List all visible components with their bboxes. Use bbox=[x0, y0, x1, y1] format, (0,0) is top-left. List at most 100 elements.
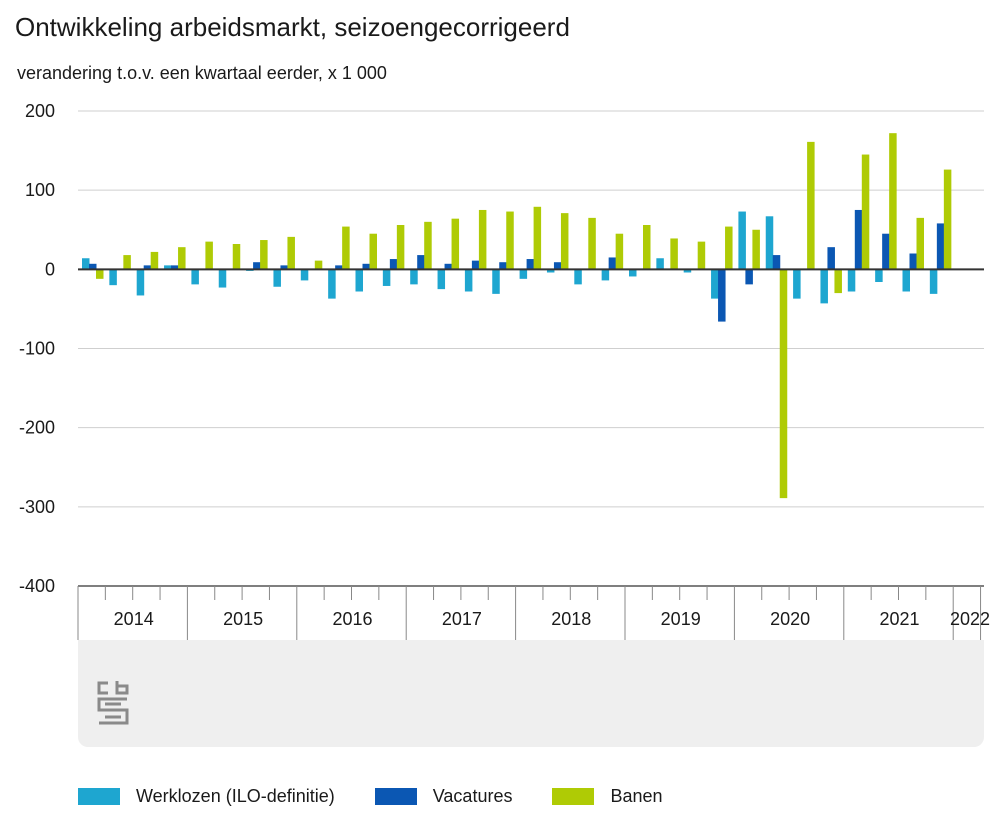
bar-banen bbox=[506, 211, 514, 270]
bar-vacatures bbox=[280, 265, 288, 270]
legend-item-banen: Banen bbox=[552, 786, 663, 807]
legend: Werklozen (ILO-definitie) Vacatures Bane… bbox=[78, 786, 703, 807]
bar-banen bbox=[752, 229, 760, 270]
bar-werklozen bbox=[382, 269, 391, 286]
y-tick-label: -300 bbox=[19, 497, 55, 517]
bar-banen bbox=[424, 221, 432, 270]
bar-banen bbox=[916, 217, 924, 270]
bar-vacatures bbox=[471, 260, 480, 270]
bar-banen bbox=[96, 269, 104, 279]
bar-werklozen bbox=[410, 269, 418, 285]
bar-vacatures bbox=[718, 269, 726, 322]
legend-swatch bbox=[78, 788, 120, 805]
x-tick-label: 2017 bbox=[442, 609, 482, 629]
bar-banen bbox=[643, 225, 651, 270]
bar-werklozen bbox=[875, 269, 883, 282]
bar-banen bbox=[943, 169, 952, 270]
bar-werklozen bbox=[437, 269, 446, 290]
bar-banen bbox=[478, 209, 487, 270]
chart-subtitle: verandering t.o.v. een kwartaal eerder, … bbox=[17, 63, 387, 83]
y-tick-label: 100 bbox=[25, 180, 55, 200]
bar-vacatures bbox=[444, 263, 453, 270]
bar-banen bbox=[178, 247, 186, 270]
bar-banen bbox=[396, 225, 405, 270]
legend-label: Vacatures bbox=[432, 786, 513, 806]
bar-werklozen bbox=[136, 269, 145, 296]
x-tick-label: 2019 bbox=[661, 609, 701, 629]
y-tick-label: 0 bbox=[45, 259, 55, 279]
bar-banen bbox=[560, 213, 569, 270]
bar-banen bbox=[205, 241, 213, 270]
cbs-logo-icon bbox=[96, 680, 130, 733]
bar-vacatures bbox=[854, 209, 863, 270]
bar-banen bbox=[232, 244, 241, 270]
bar-vacatures bbox=[389, 259, 398, 270]
bar-vacatures bbox=[882, 233, 890, 270]
x-tick-label: 2022 bbox=[950, 609, 990, 629]
bar-werklozen bbox=[546, 269, 555, 273]
y-tick-label: 200 bbox=[25, 101, 55, 121]
bar-werklozen bbox=[164, 265, 172, 270]
bar-werklozen bbox=[574, 269, 582, 285]
y-axis-ticks: 200 100 0 -100 -200 -300 -400 bbox=[19, 101, 55, 596]
legend-label: Banen bbox=[610, 786, 663, 806]
bar-werklozen bbox=[464, 269, 473, 292]
bar-chart: 200 100 0 -100 -200 -300 -400 2014 2015 2016 2017… bbox=[19, 101, 990, 640]
bar-banen bbox=[779, 269, 788, 499]
bar-werklozen bbox=[765, 216, 774, 270]
bar-banen bbox=[150, 251, 159, 270]
bar-banen bbox=[588, 217, 596, 270]
x-tick-label: 2021 bbox=[879, 609, 919, 629]
bar-vacatures bbox=[362, 263, 370, 270]
bar-werklozen bbox=[629, 269, 637, 277]
bar-werklozen bbox=[711, 269, 719, 299]
bar-vacatures bbox=[608, 257, 617, 270]
bar-banen bbox=[369, 233, 377, 270]
x-tick-label: 2016 bbox=[332, 609, 372, 629]
bar-werklozen bbox=[793, 269, 801, 299]
bar-banen bbox=[533, 206, 542, 270]
bar-banen bbox=[287, 236, 295, 270]
bar-vacatures bbox=[745, 269, 753, 285]
bar-werklozen bbox=[300, 269, 309, 281]
x-tick-label: 2014 bbox=[114, 609, 154, 629]
legend-item-werklozen: Werklozen (ILO-definitie) bbox=[78, 786, 335, 807]
bar-vacatures bbox=[171, 265, 179, 270]
bar-werklozen bbox=[820, 269, 828, 304]
bar-banen bbox=[889, 133, 897, 270]
bar-vacatures bbox=[526, 259, 535, 270]
bar-banen bbox=[834, 269, 842, 294]
bar-werklozen bbox=[683, 269, 692, 273]
bar-banen bbox=[123, 255, 131, 270]
legend-swatch bbox=[552, 788, 595, 805]
chart-title: Ontwikkeling arbeidsmarkt, seizoengecorr… bbox=[15, 12, 570, 42]
bar-werklozen bbox=[109, 269, 117, 286]
bar-banen bbox=[697, 241, 706, 270]
bar-werklozen bbox=[218, 269, 227, 288]
bar-werklozen bbox=[355, 269, 363, 292]
legend-swatch bbox=[374, 788, 417, 805]
bar-vacatures bbox=[499, 262, 507, 270]
bar-banen bbox=[260, 240, 268, 270]
bar-werklozen bbox=[656, 258, 664, 270]
bar-banen bbox=[451, 218, 460, 270]
bar-banen bbox=[861, 154, 870, 270]
legend-item-vacatures: Vacatures bbox=[374, 786, 513, 807]
x-axis: 2014 2015 2016 2017 2018 2019 2020 2021 2022 bbox=[77, 585, 990, 640]
y-tick-label: -400 bbox=[19, 576, 55, 596]
bar-vacatures bbox=[335, 265, 343, 270]
bar-werklozen bbox=[601, 269, 610, 281]
bar-banen bbox=[615, 233, 624, 270]
legend-label: Werklozen (ILO-definitie) bbox=[136, 786, 335, 806]
bar-vacatures bbox=[772, 255, 781, 270]
bar-werklozen bbox=[82, 258, 90, 270]
bar-werklozen bbox=[328, 269, 336, 299]
x-tick-label: 2015 bbox=[223, 609, 263, 629]
bar-vacatures bbox=[143, 265, 152, 270]
bar-banen bbox=[314, 260, 323, 270]
bar-werklozen bbox=[273, 269, 281, 287]
x-tick-label: 2020 bbox=[770, 609, 810, 629]
bar-vacatures bbox=[253, 262, 261, 270]
bar-banen bbox=[807, 141, 815, 270]
bar-werklozen bbox=[929, 269, 938, 294]
